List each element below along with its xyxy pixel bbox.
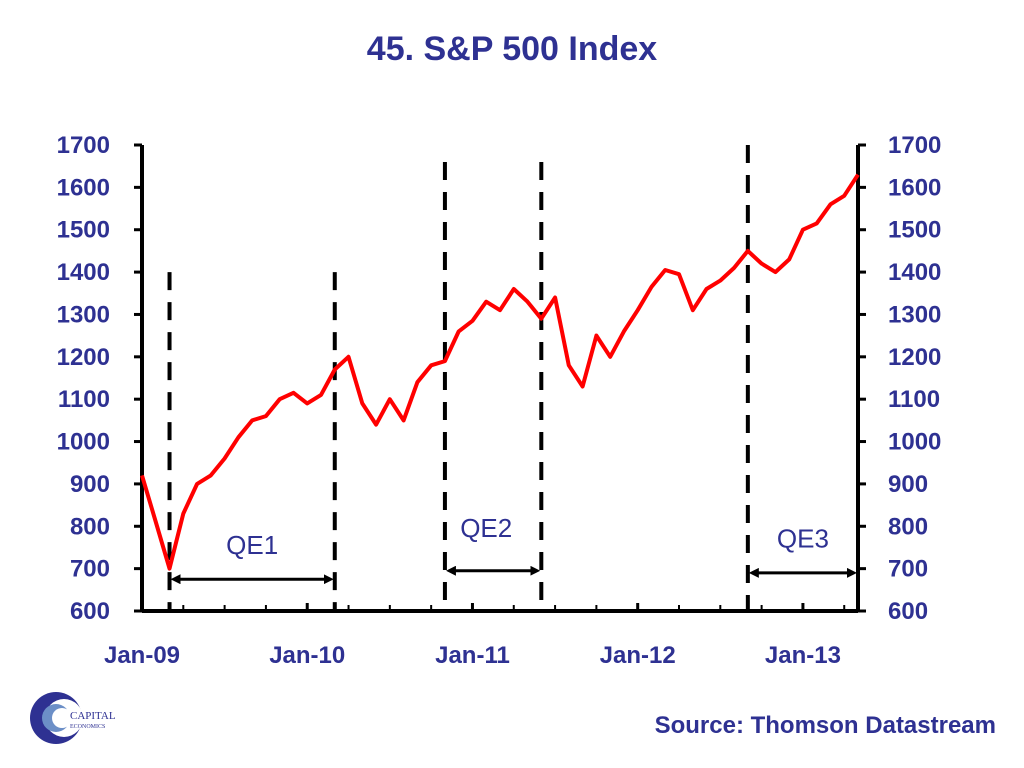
- y-tick-label-right: 700: [888, 556, 928, 583]
- y-tick-label-left: 1500: [57, 217, 110, 244]
- y-tick-label-right: 1700: [888, 132, 941, 159]
- qe-label: QE2: [460, 513, 512, 543]
- qe-label: QE3: [777, 523, 829, 553]
- y-tick-label-right: 600: [888, 598, 928, 625]
- svg-text:ECONOMICS: ECONOMICS: [70, 724, 105, 730]
- y-tick-label-left: 800: [70, 513, 110, 540]
- y-tick-label-left: 1400: [57, 259, 110, 286]
- x-tick-label: Jan-11: [435, 642, 510, 669]
- y-tick-label-right: 1000: [888, 429, 941, 456]
- y-tick-label-right: 800: [888, 513, 928, 540]
- y-tick-label-right: 1300: [888, 301, 941, 328]
- y-tick-label-left: 1100: [58, 386, 110, 413]
- qe-label: QE1: [226, 530, 278, 560]
- y-tick-label-left: 700: [70, 556, 110, 583]
- qe-annotations: QE1 QE2 QE3: [167, 145, 860, 611]
- y-tick-label-left: 1600: [57, 174, 110, 201]
- y-tick-label-right: 900: [888, 471, 928, 498]
- series-line-sp500: [140, 173, 860, 571]
- axes: 600 600 700 700 800 800 900 900 1000 1000 1100 1100…: [57, 132, 942, 669]
- x-tick-label: Jan-09: [104, 642, 180, 669]
- y-tick-label-left: 1700: [57, 132, 110, 159]
- y-tick-label-right: 1400: [888, 259, 941, 286]
- y-tick-label-left: 1300: [57, 301, 110, 328]
- svg-text:CAPITAL: CAPITAL: [70, 710, 116, 722]
- capital-economics-logo: CAPITAL ECONOMICS: [30, 692, 116, 744]
- y-tick-label-left: 1200: [57, 344, 110, 371]
- y-tick-label-left: 900: [70, 471, 110, 498]
- y-tick-label-right: 1600: [888, 174, 941, 201]
- source-note: Source: Thomson Datastream: [654, 712, 996, 739]
- y-tick-label-right: 1200: [888, 344, 941, 371]
- y-tick-label-right: 1500: [888, 217, 941, 244]
- x-tick-label: Jan-13: [765, 642, 841, 669]
- x-tick-label: Jan-12: [600, 642, 676, 669]
- y-tick-label-left: 600: [70, 598, 110, 625]
- x-tick-label: Jan-10: [269, 642, 345, 669]
- chart-title: 45. S&P 500 Index: [366, 30, 658, 68]
- y-tick-label-right: 1100: [888, 386, 940, 413]
- y-tick-label-left: 1000: [57, 429, 110, 456]
